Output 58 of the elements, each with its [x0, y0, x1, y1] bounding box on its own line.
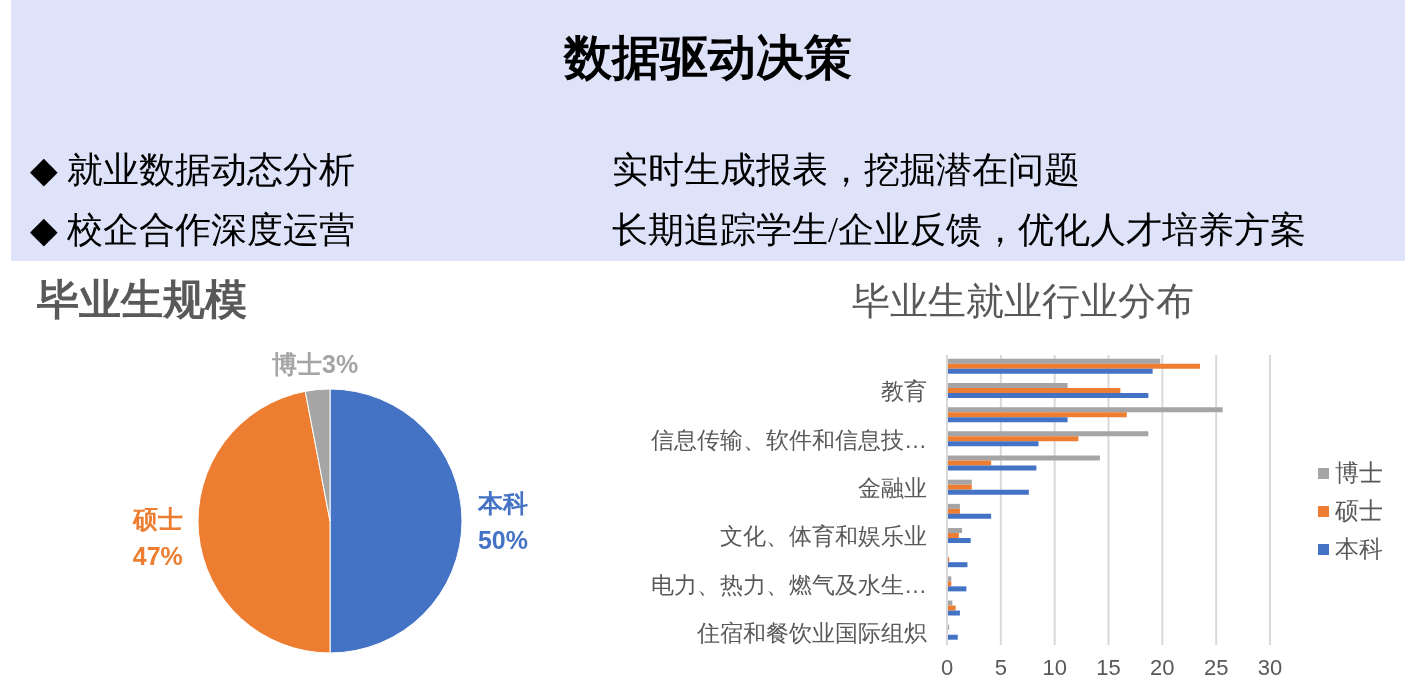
- bar: [947, 508, 960, 514]
- data-label: 47%: [132, 542, 183, 571]
- y-tick-label: 电力、热力、燃气及水生…: [651, 571, 927, 598]
- bar: [947, 436, 1079, 442]
- data-label: 50%: [477, 526, 529, 554]
- bar: [947, 479, 972, 485]
- slice-label: 本科: [477, 489, 528, 517]
- x-tick-label: 25: [1203, 654, 1229, 680]
- data-label: 3%: [322, 349, 359, 378]
- x-tick-label: 10: [1042, 654, 1067, 680]
- bar: [947, 586, 967, 592]
- bar: [947, 533, 959, 539]
- bar: [947, 383, 1068, 389]
- x-tick-label: 5: [994, 654, 1007, 680]
- slice-label: 硕士: [131, 505, 183, 534]
- text: 实时生成报表，挖掘潜在问题: [612, 150, 1080, 190]
- text: ◆ 就业数据动态分析: [30, 150, 355, 190]
- bar: [947, 538, 971, 544]
- bar: [947, 610, 960, 616]
- x-tick-label: 0: [940, 654, 954, 680]
- y-tick-label: 信息传输、软件和信息技…: [651, 426, 927, 453]
- y-tick-label: 金融业: [858, 475, 927, 502]
- bar: [947, 412, 1127, 418]
- y-tick-label: 教育: [881, 378, 927, 405]
- bar: [947, 368, 1153, 374]
- x-tick-label: 20: [1150, 654, 1175, 680]
- x-tick-label: 30: [1257, 654, 1283, 680]
- bar: [947, 465, 1037, 471]
- bar: [947, 393, 1149, 399]
- bar: [947, 528, 963, 534]
- text: ◆ 校企合作深度运营: [30, 210, 355, 250]
- slice-label: 博士: [272, 349, 323, 378]
- bar: [947, 363, 1201, 369]
- bar: [947, 441, 1039, 447]
- bar: [947, 417, 1068, 423]
- bar: [947, 484, 972, 490]
- bar: [947, 489, 1029, 495]
- text: 长期追踪学生/企业反馈，优化人才培养方案: [612, 210, 1307, 250]
- text: 数据驱动决策: [564, 31, 852, 84]
- legend-label: 本科: [1335, 534, 1383, 564]
- y-tick-label: 文化、体育和娱乐业: [720, 523, 927, 550]
- bar: [947, 460, 992, 466]
- bar: [947, 388, 1121, 394]
- bar: [947, 513, 992, 519]
- y-tick-label: 住宿和餐饮业国际组炽: [696, 620, 927, 647]
- bar: [947, 634, 958, 640]
- bar: [947, 358, 1161, 364]
- x-tick-label: 15: [1096, 654, 1121, 680]
- chart-title: 毕业生规模: [37, 276, 247, 323]
- bar: [947, 503, 960, 509]
- bar: [947, 431, 1149, 437]
- bar: [947, 455, 1100, 461]
- legend-label: 硕士: [1335, 496, 1383, 526]
- chart-title: 毕业生就业行业分布: [851, 280, 1194, 322]
- bar: [947, 562, 968, 568]
- bar: [947, 605, 956, 611]
- legend-label: 博士: [1335, 458, 1383, 488]
- bar: [947, 407, 1223, 413]
